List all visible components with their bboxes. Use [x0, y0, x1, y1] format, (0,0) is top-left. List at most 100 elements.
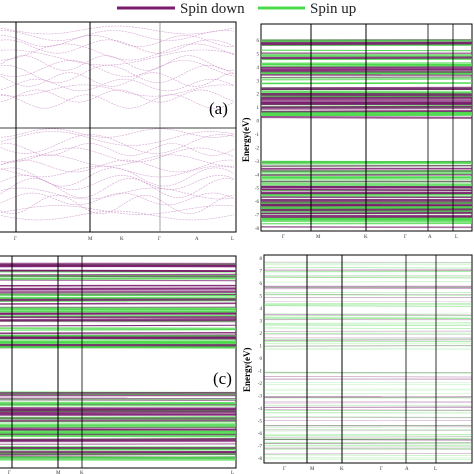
y-tick-label: 1 [257, 106, 260, 111]
band-line [0, 154, 234, 167]
y-tick-label: 3 [260, 320, 263, 325]
y-tick-label: -1 [258, 370, 263, 375]
y-tick-label: -7 [258, 445, 263, 450]
band-line [0, 205, 235, 215]
panel-c-bands [0, 262, 237, 461]
spin-down-band [0, 410, 237, 413]
panel-c-xtick-2: M [56, 471, 61, 474]
band-line [0, 25, 235, 35]
spin-up-band [263, 434, 473, 436]
band-line [0, 30, 235, 41]
spin-up-band [263, 277, 473, 279]
spin-up-band [0, 435, 237, 438]
spin-down-band [0, 316, 237, 319]
y-tick-label: -4 [258, 407, 263, 412]
spin-down-band [263, 345, 473, 347]
panel-c-frame [0, 255, 237, 469]
spin-up-band [263, 281, 473, 283]
spin-down-band [0, 291, 237, 294]
band-line [0, 35, 234, 47]
spin-up-band [0, 294, 237, 297]
spin-up-band [0, 334, 237, 338]
y-tick-label: -5 [258, 420, 263, 425]
spin-up-band [263, 424, 473, 427]
panel-b-xtick-6: L [455, 235, 458, 240]
spin-up-band [263, 347, 473, 350]
panel-a-bands [0, 25, 235, 221]
panel-d-xtick-6: L [434, 467, 437, 472]
spin-down-band [263, 314, 473, 316]
panel-a: (a) Γ M K Γ A L [0, 21, 237, 242]
band-line [0, 134, 235, 154]
panel-c-xtick-1: Γ [8, 471, 11, 474]
spin-up-band [263, 448, 473, 450]
panel-a-label: (a) [209, 99, 228, 118]
panel-c-xticks: Γ M K L [8, 471, 234, 474]
y-tick-label: -8 [255, 227, 260, 232]
panel-a-xtick-2: M [88, 237, 93, 242]
band-line [0, 187, 235, 200]
spin-up-band [0, 329, 237, 331]
panel-a-xtick-5: A [195, 237, 199, 242]
y-tick-label: 4 [260, 307, 263, 312]
y-tick-label: -4 [255, 173, 260, 178]
y-tick-label: -3 [258, 395, 263, 400]
spin-down-band [0, 324, 237, 327]
panel-b-xtick-4: Γ [404, 235, 407, 240]
spin-down-band [0, 302, 237, 305]
panel-c: (c) Γ M K L [0, 255, 237, 474]
y-tick-label: 6 [257, 39, 260, 44]
panel-a-frame [0, 21, 237, 233]
spin-up-band [263, 327, 473, 329]
panel-b-xtick-3: K [364, 235, 368, 240]
panel-b: Energy(eV) 6 5 4 3 2 1 0 -1 -2 -3 -4 -5 -6 -7 -8 Γ M K… [241, 23, 473, 240]
band-line [0, 159, 235, 173]
band-line [0, 147, 235, 163]
legend: Spin down Spin up [117, 1, 356, 17]
spin-up-band [263, 294, 473, 296]
panel-b-xtick-5: A [428, 235, 432, 240]
band-line [0, 192, 235, 206]
panel-d-bands [263, 261, 473, 460]
panel-b-xtick-1: Γ [282, 235, 285, 240]
band-line [0, 128, 235, 138]
band-line [0, 39, 235, 54]
panel-b-xtick-2: M [316, 235, 321, 240]
y-tick-label: -3 [255, 160, 260, 165]
y-tick-label: 1 [260, 345, 263, 350]
y-tick-label: -7 [255, 214, 260, 219]
spin-up-band [0, 452, 237, 456]
band-line [0, 78, 235, 92]
spin-down-band [263, 293, 473, 295]
panel-d-xtick-3: K [340, 467, 344, 472]
spin-up-band [263, 371, 473, 373]
spin-down-band [263, 313, 473, 316]
spin-up-band [0, 338, 237, 342]
y-tick-label: 0 [260, 357, 263, 362]
legend-spin-down-label: Spin down [180, 1, 245, 17]
y-tick-label: 5 [257, 52, 260, 57]
band-line [0, 55, 235, 71]
spin-down-band [0, 399, 237, 402]
spin-down-band [0, 279, 237, 282]
panel-d-frame [263, 254, 473, 464]
y-tick-label: 5 [260, 295, 263, 300]
y-tick-label: -2 [258, 382, 263, 387]
y-tick-label: 2 [260, 332, 263, 337]
band-line [0, 43, 235, 61]
band-line [0, 194, 235, 215]
panel-a-xtick-1: Γ [14, 237, 17, 242]
panel-d-xtick-1: Γ [283, 467, 286, 472]
y-tick-label: 0 [257, 120, 260, 125]
y-tick-label: -2 [255, 146, 260, 151]
spin-up-band [263, 430, 473, 432]
y-tick-label: 3 [257, 79, 260, 84]
band-line [0, 49, 235, 66]
spin-up-band [263, 438, 473, 440]
spin-up-band [263, 276, 473, 279]
panel-b-ylabel: Energy(eV) [241, 118, 251, 163]
spin-down-band [0, 438, 237, 442]
spin-up-band [263, 312, 473, 315]
spin-up-band [263, 338, 473, 340]
